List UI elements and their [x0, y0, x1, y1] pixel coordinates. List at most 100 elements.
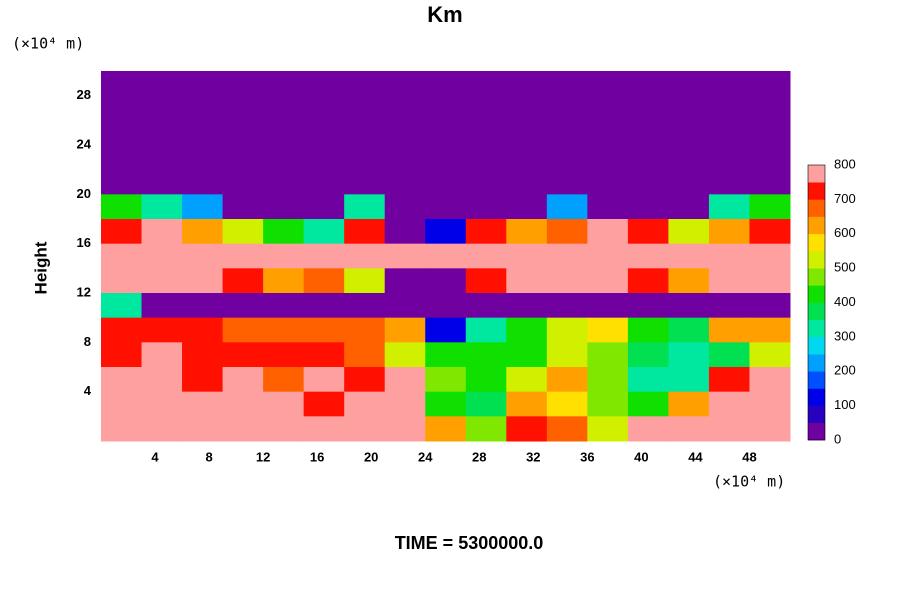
colorbar-band — [808, 268, 825, 286]
heatmap-cell — [222, 219, 264, 245]
heatmap-cell — [749, 219, 791, 245]
heatmap-cell — [668, 367, 710, 393]
heatmap-cell — [141, 416, 183, 442]
heatmap-cell — [627, 169, 669, 195]
heatmap-cell — [344, 120, 386, 146]
heatmap-cell — [506, 342, 548, 368]
heatmap-cell — [627, 95, 669, 121]
heatmap-cell — [182, 219, 224, 245]
heatmap-cell — [465, 120, 507, 146]
heatmap-cell — [708, 194, 750, 220]
heatmap-cell — [506, 169, 548, 195]
heatmap-cell — [708, 293, 750, 319]
colorbar-band — [808, 302, 825, 320]
heatmap-cell — [101, 243, 143, 269]
heatmap-cell — [708, 342, 750, 368]
x-tick-label: 16 — [310, 449, 324, 464]
heatmap-cell — [222, 342, 264, 368]
x-tick-label: 40 — [634, 449, 648, 464]
heatmap-cell — [546, 293, 588, 319]
heatmap-cell — [141, 145, 183, 171]
heatmap-cell — [708, 71, 750, 97]
heatmap-cell — [141, 391, 183, 417]
heatmap-cell — [141, 367, 183, 393]
heatmap-cell — [627, 293, 669, 319]
heatmap-cell — [101, 95, 143, 121]
heatmap-cell — [182, 342, 224, 368]
colorbar-tick-label: 500 — [834, 260, 856, 275]
heatmap-cell — [141, 120, 183, 146]
x-tick-label: 8 — [205, 449, 212, 464]
y-tick-label: 24 — [77, 136, 92, 151]
x-unit: (×10⁴ m) — [713, 473, 785, 491]
x-tick-label: 12 — [256, 449, 270, 464]
heatmap-cell — [182, 416, 224, 442]
heatmap-cell — [263, 243, 305, 269]
heatmap — [101, 71, 791, 442]
colorbar-tick-label: 0 — [834, 431, 841, 446]
heatmap-cell — [506, 145, 548, 171]
heatmap-cell — [344, 367, 386, 393]
heatmap-cell — [587, 317, 629, 343]
heatmap-cell — [708, 268, 750, 294]
heatmap-cell — [303, 317, 345, 343]
heatmap-cell — [222, 416, 264, 442]
heatmap-cell — [344, 268, 386, 294]
heatmap-cell — [425, 194, 467, 220]
heatmap-cell — [101, 71, 143, 97]
heatmap-cell — [222, 293, 264, 319]
heatmap-cell — [344, 219, 386, 245]
heatmap-cell — [344, 391, 386, 417]
chart-title: Km — [427, 2, 462, 27]
heatmap-cell — [668, 194, 710, 220]
heatmap-cell — [749, 71, 791, 97]
heatmap-cell — [303, 416, 345, 442]
heatmap-cell — [344, 145, 386, 171]
heatmap-cell — [425, 391, 467, 417]
heatmap-cell — [384, 194, 426, 220]
heatmap-cell — [749, 367, 791, 393]
heatmap-cell — [506, 391, 548, 417]
heatmap-cell — [587, 416, 629, 442]
heatmap-cell — [303, 120, 345, 146]
colorbar-band — [808, 388, 825, 406]
heatmap-cell — [344, 243, 386, 269]
colorbar-band — [808, 233, 825, 252]
heatmap-cell — [141, 169, 183, 195]
colorbar-tick-label: 700 — [834, 191, 856, 206]
heatmap-cell — [546, 367, 588, 393]
heatmap-cell — [708, 317, 750, 343]
heatmap-cell — [182, 194, 224, 220]
heatmap-cell — [344, 416, 386, 442]
y-tick-label: 20 — [77, 186, 91, 201]
heatmap-cell — [425, 71, 467, 97]
y-axis-label: Height — [31, 241, 50, 294]
heatmap-cell — [627, 71, 669, 97]
y-unit: (×10⁴ m) — [12, 35, 84, 53]
heatmap-cell — [182, 391, 224, 417]
heatmap-cell — [384, 416, 426, 442]
heatmap-cell — [587, 268, 629, 294]
heatmap-cell — [263, 342, 305, 368]
heatmap-cell — [222, 120, 264, 146]
colorbar-frame — [807, 164, 826, 441]
heatmap-cell — [506, 293, 548, 319]
heatmap-cell — [222, 367, 264, 393]
heatmap-cell — [749, 243, 791, 269]
heatmap-cell — [749, 145, 791, 171]
heatmap-cell — [303, 95, 345, 121]
heatmap-cell — [668, 95, 710, 121]
heatmap-cell — [668, 268, 710, 294]
heatmap-cell — [708, 219, 750, 245]
heatmap-cell — [546, 169, 588, 195]
colorbar-band — [808, 285, 825, 303]
heatmap-cell — [546, 95, 588, 121]
heatmap-cell — [425, 120, 467, 146]
heatmap-cell — [344, 317, 386, 343]
colorbar-tick-label: 800 — [834, 156, 856, 171]
heatmap-cell — [749, 169, 791, 195]
x-tick-label: 44 — [688, 449, 703, 464]
heatmap-cell — [668, 342, 710, 368]
colorbar-band — [808, 319, 825, 338]
heatmap-cell — [506, 243, 548, 269]
